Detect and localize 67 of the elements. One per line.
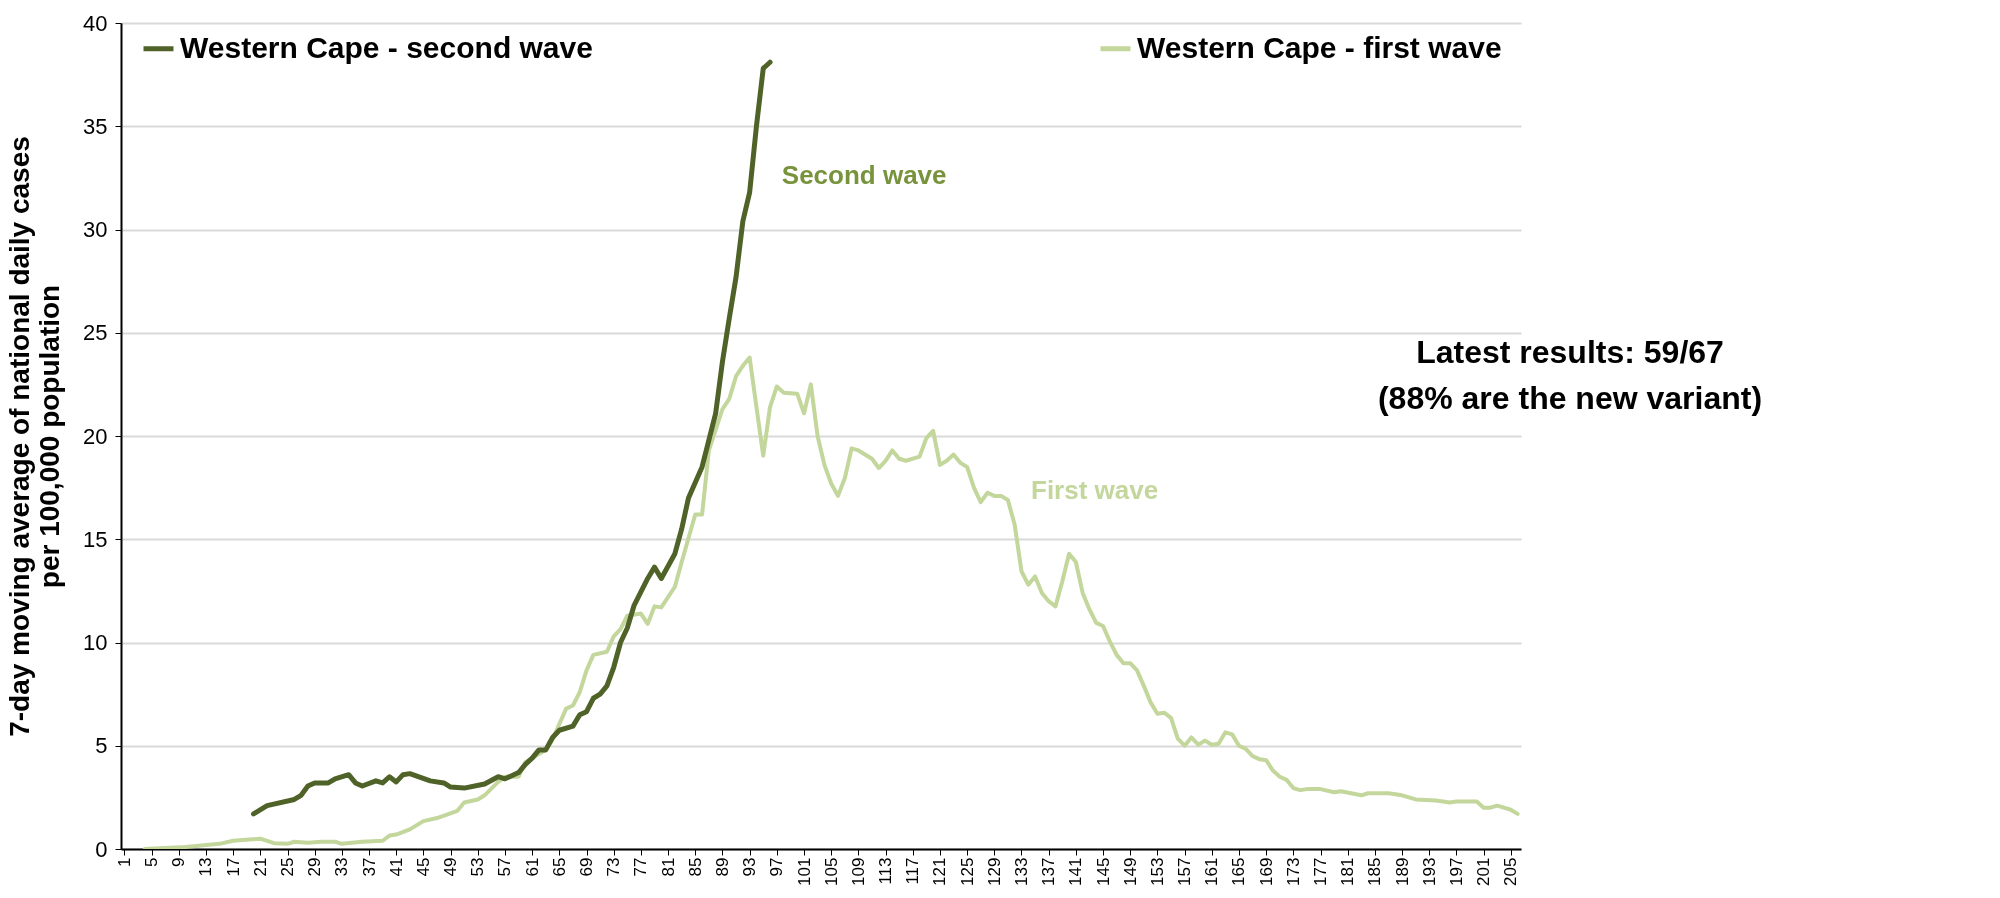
x-tick-label: 25 (278, 857, 297, 877)
x-tick-label: 177 (1311, 857, 1331, 886)
annotation: Second wave (781, 159, 947, 190)
y-tick-label: 10 (83, 630, 108, 655)
x-tick-label: 169 (1256, 857, 1276, 886)
legend-label: Western Cape - first wave (1137, 30, 1502, 64)
x-tick-label: 61 (522, 857, 542, 877)
x-tick-label: 101 (794, 857, 814, 886)
x-tick-label: 181 (1338, 857, 1358, 886)
x-tick-label: 29 (305, 857, 325, 877)
x-tick-label: 33 (332, 857, 352, 877)
y-tick-label: 5 (95, 733, 108, 759)
x-tick-label: 117 (903, 857, 923, 885)
x-tick-label: 133 (1011, 857, 1031, 886)
y-tick-label: 40 (83, 10, 108, 36)
x-tick-label: 149 (1120, 857, 1140, 886)
x-tick-label: 161 (1202, 857, 1222, 886)
y-axis-title: 7-day moving average of national daily cases per 100,000 population (4, 136, 66, 737)
y-tick-label: 35 (83, 113, 108, 139)
x-tick-label: 113 (876, 857, 896, 885)
x-tick-label: 41 (386, 857, 406, 877)
x-tick-label: 125 (957, 857, 977, 886)
x-tick-label: 197 (1446, 857, 1466, 886)
x-tick-label: 121 (930, 857, 950, 886)
x-tick-label: 53 (468, 857, 488, 877)
x-tick-label: 105 (821, 857, 841, 886)
x-tick-label: 93 (740, 857, 760, 877)
x-tick-label: 77 (631, 857, 651, 877)
x-tick-label: 81 (658, 857, 678, 877)
x-tick-label: 137 (1039, 857, 1059, 886)
x-tick-label: 153 (1147, 857, 1167, 886)
x-tick-label: 69 (577, 857, 597, 877)
x-tick-label: 13 (196, 857, 216, 877)
x-tick-label: 73 (604, 857, 624, 877)
x-tick-label: 193 (1419, 857, 1439, 886)
x-tick-label: 129 (984, 857, 1004, 886)
y-tick-label: 20 (83, 423, 108, 449)
x-tick-label: 49 (441, 857, 461, 877)
x-tick-label: 21 (250, 857, 270, 877)
x-tick-label: 57 (495, 857, 515, 877)
x-tick-label: 17 (223, 857, 243, 877)
x-tick-label: 109 (848, 857, 868, 886)
x-tick-label: 37 (359, 857, 379, 877)
x-tick-label: 89 (712, 857, 732, 877)
x-tick-label: 205 (1501, 857, 1521, 886)
x-tick-label: 145 (1093, 857, 1113, 886)
y-tick-label: 25 (83, 320, 108, 346)
x-tick-label: 141 (1066, 857, 1086, 886)
annotation: Latest results: 59/67 (88% are the new variant) (1377, 334, 1763, 417)
x-tick-label: 65 (549, 857, 569, 877)
y-tick-label: 30 (83, 217, 108, 242)
x-tick-label: 45 (413, 857, 433, 877)
x-tick-label: 189 (1392, 857, 1412, 886)
legend-label: Western Cape - second wave (180, 30, 593, 64)
x-tick-label: 185 (1365, 857, 1385, 886)
annotation: First wave (1031, 475, 1159, 506)
x-tick-label: 165 (1229, 857, 1249, 886)
x-tick-label: 201 (1474, 857, 1494, 886)
x-tick-label: 173 (1283, 857, 1303, 886)
x-tick-label: 9 (169, 857, 189, 867)
x-tick-label: 1 (114, 857, 134, 867)
y-tick-label: 0 (95, 836, 108, 862)
y-tick-label: 15 (83, 526, 108, 552)
x-tick-label: 85 (685, 857, 705, 877)
x-tick-label: 157 (1175, 857, 1195, 886)
x-tick-label: 97 (767, 857, 787, 877)
x-tick-label: 5 (142, 857, 162, 867)
